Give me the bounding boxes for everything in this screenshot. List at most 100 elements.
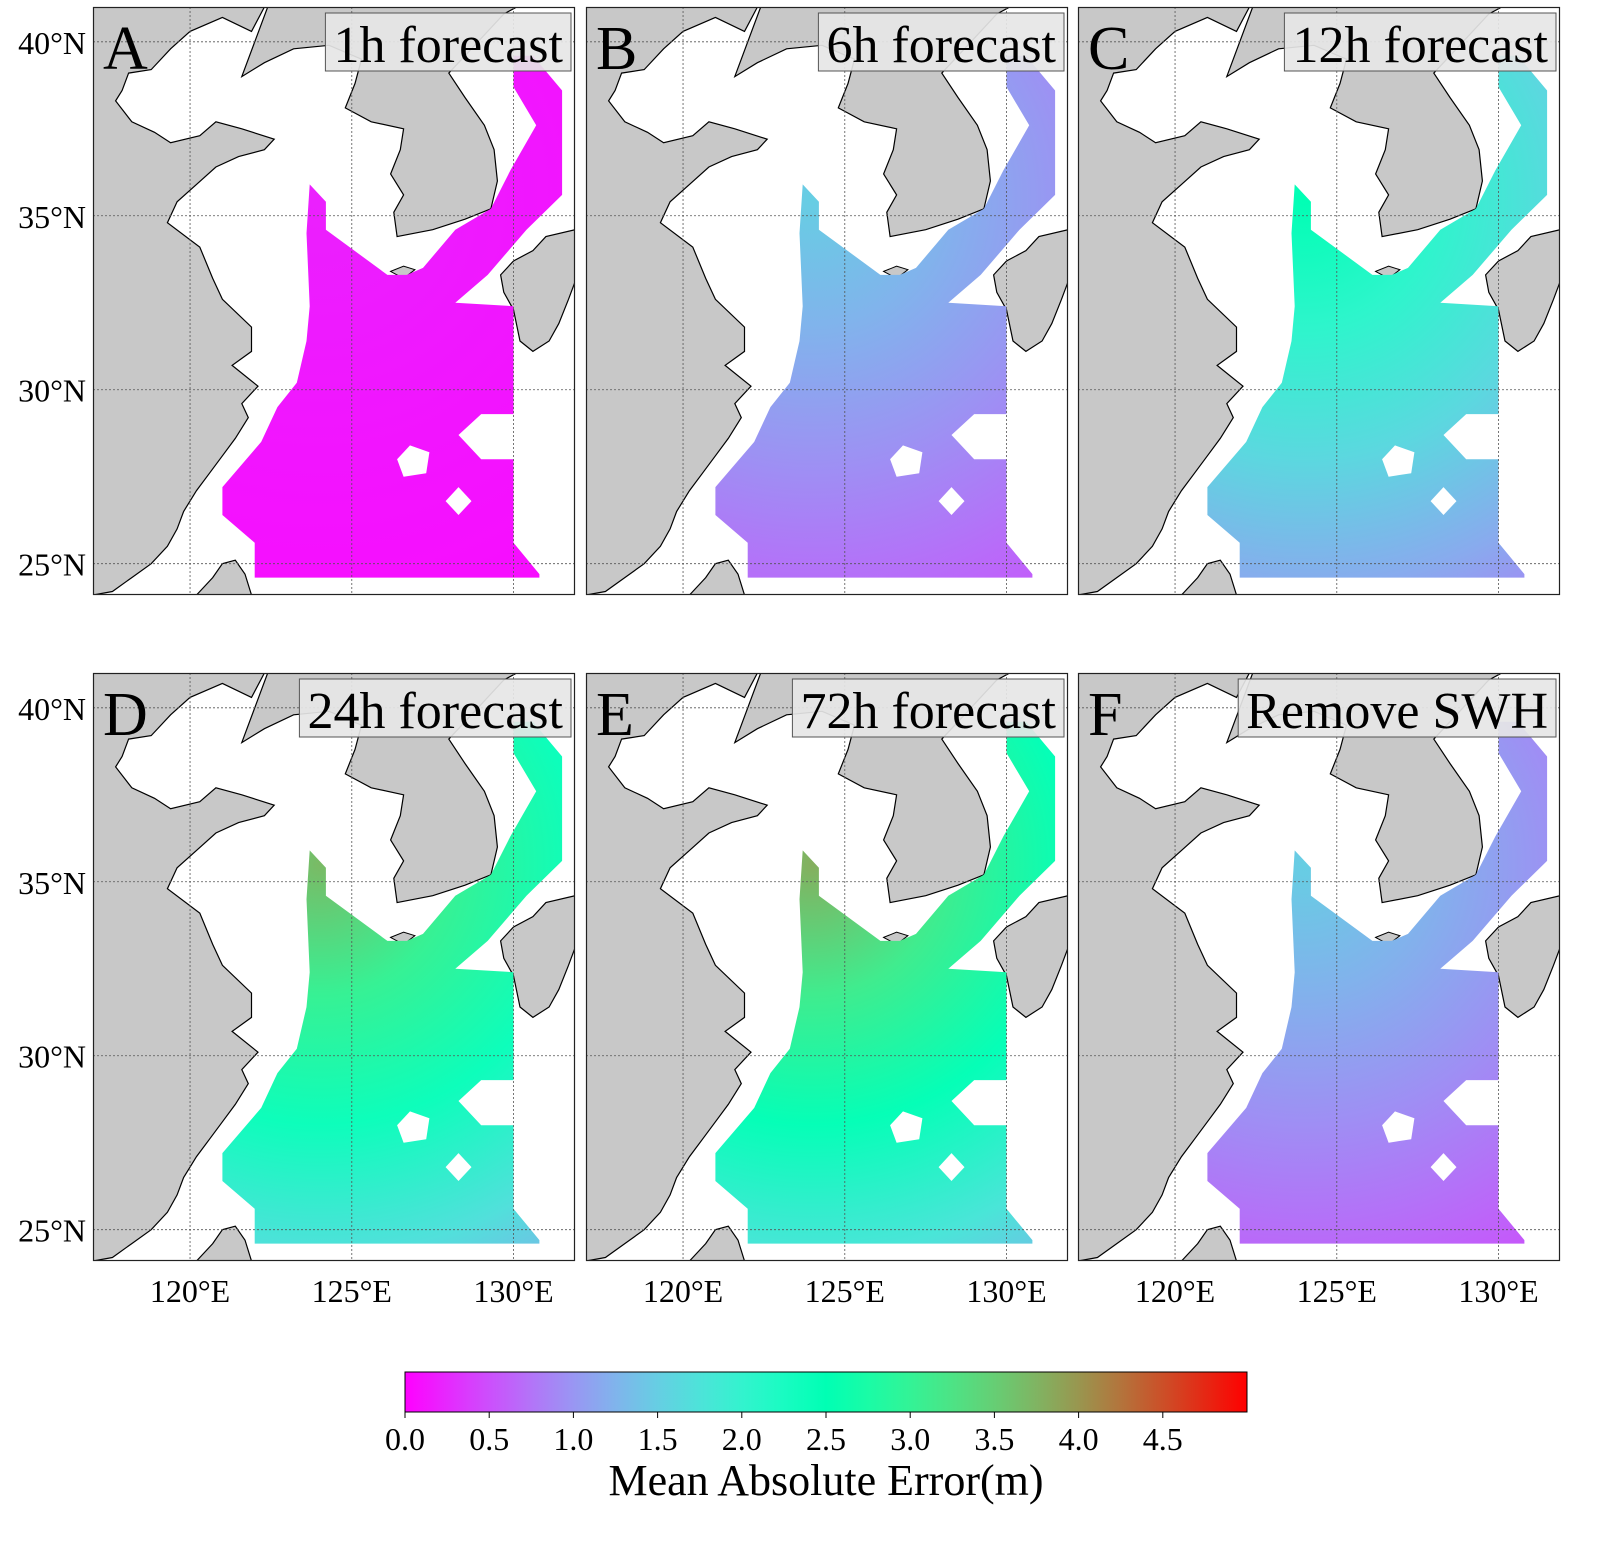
latitude-label: 30°N	[18, 373, 86, 409]
china-coast-land	[586, 673, 769, 1261]
longitude-label: 120°E	[1135, 1273, 1215, 1309]
kyushu-land	[499, 895, 575, 1019]
title-box-background	[324, 12, 572, 72]
no-data-hole	[397, 1111, 430, 1143]
latitude-label: 35°N	[18, 199, 86, 235]
no-data-hole	[1382, 445, 1415, 477]
china-coast-land	[586, 7, 769, 595]
colorbar-tick-label: 4.0	[1059, 1421, 1099, 1457]
no-data-hole	[1382, 1111, 1415, 1143]
colorbar-tick-label: 3.5	[974, 1421, 1014, 1457]
china-coast-land	[93, 7, 276, 595]
panel-title: 24h forecast	[307, 683, 563, 740]
map-area	[1078, 673, 1560, 1261]
longitude-label: 125°E	[805, 1273, 885, 1309]
colorbar-tick-label: 0.5	[469, 1421, 509, 1457]
map-panel-d: D 24h forecast	[92, 672, 576, 1262]
kyushu-land	[1484, 229, 1560, 353]
taiwan-land	[195, 559, 253, 595]
longitude-label: 120°E	[150, 1273, 230, 1309]
latitude-labels: 40°N 35°N 30°N 25°N 40°N 35°N 30°N 25°N	[18, 25, 86, 1249]
colorbar-tick-label: 2.0	[722, 1421, 762, 1457]
colorbar-tick-label: 2.5	[806, 1421, 846, 1457]
colorbar-tick-label: 1.5	[638, 1421, 678, 1457]
panel-frame	[1077, 6, 1561, 596]
no-data-hole	[890, 445, 923, 477]
latitude-label: 25°N	[18, 1213, 86, 1249]
kyushu-land	[1484, 895, 1560, 1019]
colorbar-tick-label: 1.0	[553, 1421, 593, 1457]
panels-layer: A 1h forecast B 6h forecast C 12h forecast D 24…	[92, 6, 1561, 1262]
map-panel-c: C 12h forecast	[1077, 6, 1561, 596]
kyushu-land	[499, 229, 575, 353]
no-data-hole	[397, 445, 430, 477]
map-panel-e: E 72h forecast	[585, 672, 1069, 1262]
title-box-background	[791, 678, 1065, 738]
panel-frame	[585, 672, 1069, 1262]
map-area	[586, 7, 1068, 595]
colorbar: 0.0 0.5 1.0 1.5 2.0 2.5 3.0 3.5 4.0 4.5 Mean Absol…	[385, 1371, 1248, 1505]
title-box-background	[298, 678, 572, 738]
panel-title-box: 72h forecast	[791, 678, 1065, 740]
title-box-background	[1237, 678, 1557, 738]
latitude-label: 40°N	[18, 25, 86, 61]
map-area	[1078, 7, 1560, 595]
panel-title: 12h forecast	[1292, 17, 1548, 74]
taiwan-land	[1180, 1225, 1238, 1261]
latitude-label: 25°N	[18, 547, 86, 583]
colorbar-label: Mean Absolute Error(m)	[609, 1456, 1044, 1505]
map-area	[586, 673, 1068, 1261]
panel-title: 1h forecast	[333, 17, 563, 74]
no-data-hole	[938, 487, 965, 515]
longitude-label: 130°E	[473, 1273, 553, 1309]
panel-letter: A	[103, 15, 148, 83]
taiwan-land	[688, 1225, 746, 1261]
panel-letter: F	[1088, 681, 1122, 749]
no-data-hole	[890, 1111, 923, 1143]
title-box-background	[817, 12, 1065, 72]
no-data-hole	[445, 1153, 472, 1181]
latitude-label: 40°N	[18, 691, 86, 727]
panel-letter: B	[596, 15, 637, 83]
kyushu-land	[992, 895, 1068, 1019]
no-data-hole	[938, 1153, 965, 1181]
map-panel-a: A 1h forecast	[92, 6, 576, 596]
panel-frame	[92, 6, 576, 596]
colorbar-tick-label: 3.0	[890, 1421, 930, 1457]
map-area	[93, 673, 575, 1261]
panel-frame	[92, 672, 576, 1262]
panel-title-box: 12h forecast	[1283, 12, 1557, 74]
no-data-hole	[1430, 487, 1457, 515]
longitude-label: 125°E	[312, 1273, 392, 1309]
panel-letter: E	[596, 681, 634, 749]
panel-frame	[1077, 672, 1561, 1262]
panel-title: 6h forecast	[826, 17, 1056, 74]
no-data-hole	[1430, 1153, 1457, 1181]
panel-letter: C	[1088, 15, 1129, 83]
panel-title-box: 24h forecast	[298, 678, 572, 740]
colorbar-bar	[404, 1371, 1248, 1413]
panel-title: 72h forecast	[800, 683, 1056, 740]
kyushu-land	[992, 229, 1068, 353]
longitude-label: 130°E	[1458, 1273, 1538, 1309]
panel-title-box: 1h forecast	[324, 12, 572, 74]
map-area	[93, 7, 575, 595]
longitude-label: 125°E	[1297, 1273, 1377, 1309]
china-coast-land	[1078, 7, 1261, 595]
panel-frame	[585, 6, 1069, 596]
taiwan-land	[1180, 559, 1238, 595]
colorbar-tick-label: 4.5	[1143, 1421, 1183, 1457]
latitude-label: 30°N	[18, 1039, 86, 1075]
panel-title-box: 6h forecast	[817, 12, 1065, 74]
taiwan-land	[195, 1225, 253, 1261]
china-coast-land	[93, 673, 276, 1261]
taiwan-land	[688, 559, 746, 595]
panel-title-box: Remove SWH	[1237, 678, 1557, 740]
china-coast-land	[1078, 673, 1261, 1261]
latitude-label: 35°N	[18, 865, 86, 901]
panel-letter: D	[103, 681, 148, 749]
map-panel-f: F Remove SWH	[1077, 672, 1561, 1262]
map-panel-b: B 6h forecast	[585, 6, 1069, 596]
panel-title: Remove SWH	[1246, 683, 1548, 740]
